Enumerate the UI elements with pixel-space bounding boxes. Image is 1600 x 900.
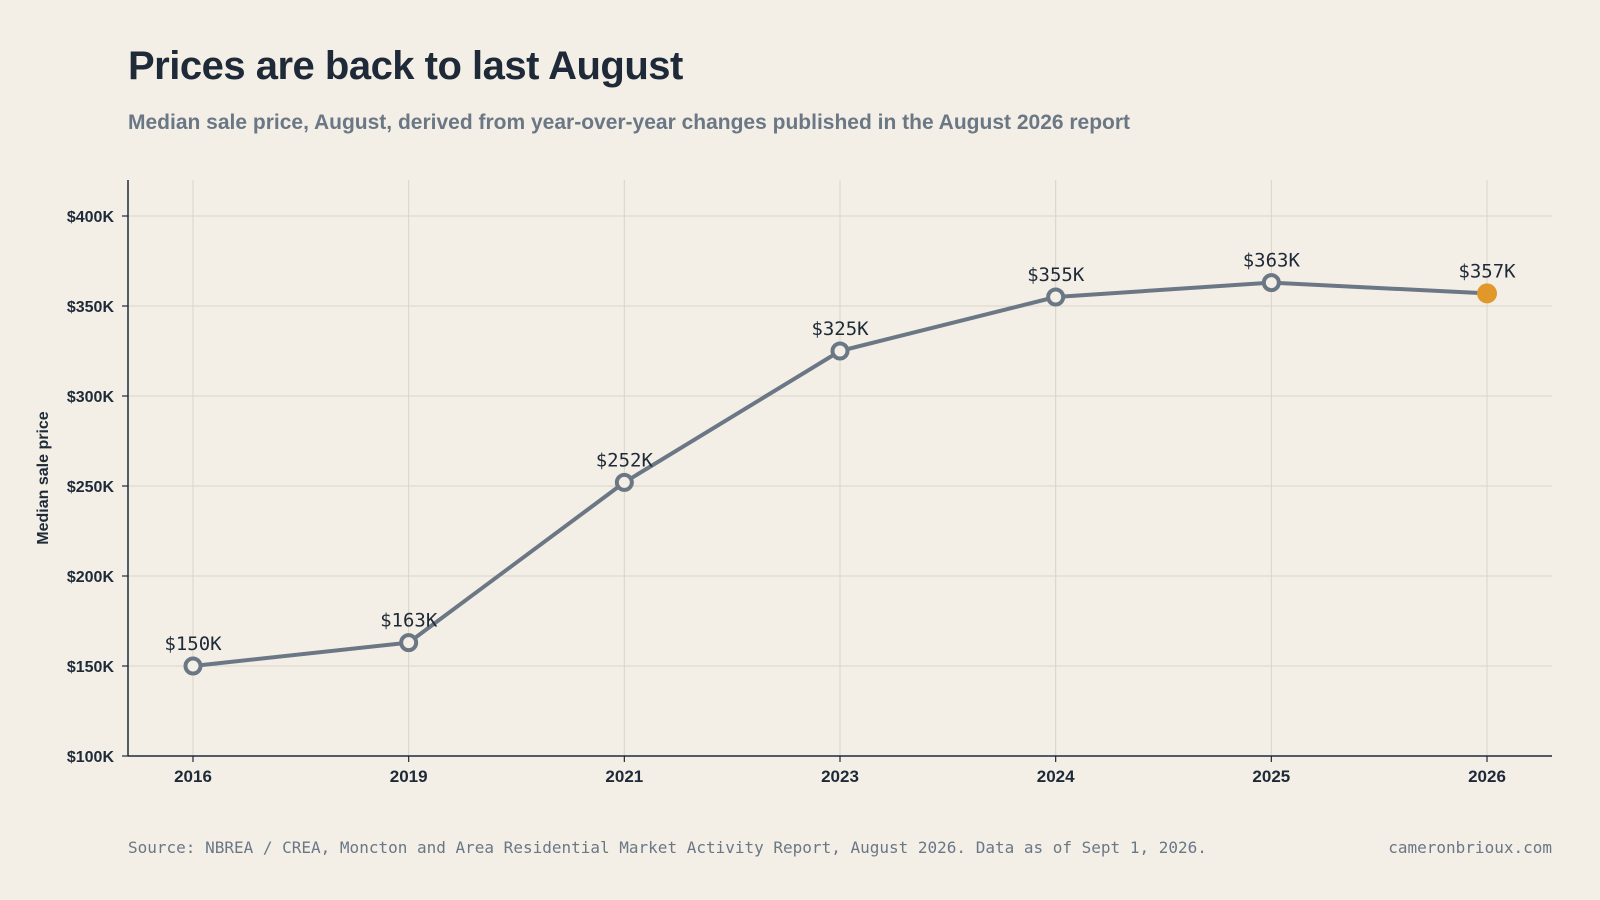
y-tick-label: $100K xyxy=(67,749,115,766)
data-points xyxy=(183,273,1497,676)
data-point xyxy=(183,656,203,676)
tick-labels: $100K $150K $200K $250K $300K $350K $400K 2016 2… xyxy=(67,209,1506,786)
data-label: $357K xyxy=(1458,260,1516,282)
x-tick-label: 2025 xyxy=(1252,767,1290,786)
data-point xyxy=(1261,273,1281,293)
site-credit: cameronbrioux.com xyxy=(1388,838,1552,857)
y-tick-label: $350K xyxy=(67,299,115,316)
data-label: $363K xyxy=(1243,250,1301,272)
y-tick-label: $400K xyxy=(67,209,115,226)
data-point xyxy=(830,341,850,361)
y-tick-label: $200K xyxy=(67,569,115,586)
data-point-highlight xyxy=(1477,283,1497,304)
y-tick-label: $150K xyxy=(67,659,115,676)
chart-title: Prices are back to last August xyxy=(128,44,683,88)
y-axis-label: Median sale price xyxy=(35,411,52,544)
data-point xyxy=(399,633,419,653)
chart-subtitle: Median sale price, August, derived from … xyxy=(128,111,1131,134)
gridlines xyxy=(128,180,1552,756)
line-chart: $100K $150K $200K $250K $300K $350K $400K 2016 2… xyxy=(35,180,1552,786)
x-tick-label: 2019 xyxy=(390,767,428,786)
data-point xyxy=(614,472,634,492)
data-point xyxy=(1046,287,1066,307)
data-labels: $150K $163K $252K $325K $355K $363K $357K xyxy=(164,250,1516,655)
data-label: $355K xyxy=(1027,264,1085,286)
x-tick-label: 2016 xyxy=(174,767,212,786)
data-label: $150K xyxy=(164,633,222,655)
x-tick-label: 2021 xyxy=(605,767,643,786)
y-tick-label: $250K xyxy=(67,479,115,496)
axes xyxy=(122,180,1552,762)
data-label: $325K xyxy=(811,318,869,340)
x-tick-label: 2026 xyxy=(1468,767,1506,786)
source-note: Source: NBREA / CREA, Moncton and Area R… xyxy=(128,838,1207,857)
data-label: $252K xyxy=(596,449,654,471)
x-tick-label: 2024 xyxy=(1037,767,1075,786)
y-tick-label: $300K xyxy=(67,389,115,406)
data-label: $163K xyxy=(380,610,438,632)
x-tick-label: 2023 xyxy=(821,767,859,786)
